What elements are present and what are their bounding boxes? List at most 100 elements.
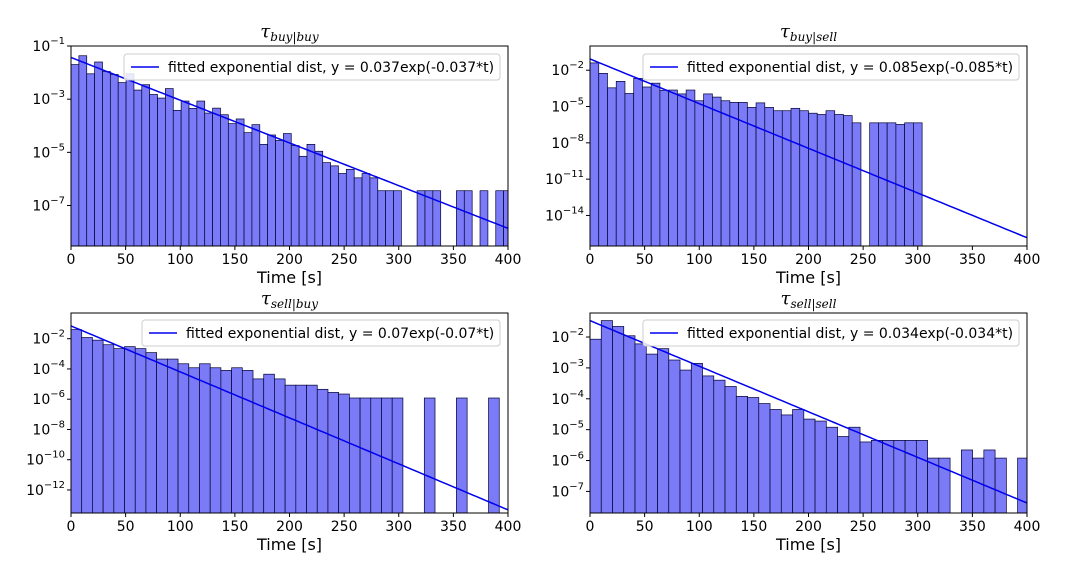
histogram-bar <box>209 367 222 513</box>
histogram-bar <box>295 384 307 513</box>
histogram-bar <box>668 89 678 246</box>
x-tick-label: 0 <box>586 252 595 268</box>
histogram-bar <box>769 409 782 513</box>
y-tick-label: 10−6 <box>32 389 65 408</box>
histogram-bar <box>369 177 379 246</box>
histogram-bar <box>790 107 801 246</box>
x-tick-label: 100 <box>167 519 194 535</box>
y-tick-label: 10−2 <box>551 327 584 346</box>
histogram-bar <box>702 375 715 513</box>
histogram-bar <box>729 102 739 246</box>
histogram-bar <box>172 109 182 246</box>
histogram-bar <box>642 86 652 246</box>
histogram-bar <box>825 426 838 513</box>
histogram-bar <box>814 420 827 513</box>
histogram-bar <box>615 80 626 246</box>
histogram-bar <box>803 418 816 513</box>
histogram-bar <box>882 440 895 513</box>
histogram-bar <box>712 96 722 246</box>
histogram-bar <box>456 397 468 513</box>
histogram-bar <box>915 440 928 513</box>
histogram-bar <box>825 110 836 246</box>
histogram-bar <box>290 145 300 246</box>
histogram-bar <box>913 122 923 246</box>
bars <box>71 329 500 513</box>
y-tick-label: 10−8 <box>32 419 65 438</box>
x-axis-label: Time [s] <box>256 535 322 554</box>
x-tick-label: 100 <box>167 252 194 268</box>
histogram-bar <box>645 353 658 513</box>
histogram-bar <box>623 335 636 513</box>
histogram-bar <box>746 107 757 246</box>
histogram-bar <box>738 102 748 246</box>
histogram-bar <box>141 84 151 246</box>
y-tick-label: 10−5 <box>551 420 584 439</box>
histogram-bar <box>657 348 670 513</box>
x-tick-label: 250 <box>331 519 358 535</box>
histogram-bar <box>117 82 127 246</box>
fitted-line <box>71 56 508 230</box>
histogram-bar <box>316 388 329 513</box>
histogram-bar <box>781 110 792 246</box>
histogram-bar <box>177 363 190 513</box>
x-tick-label: 300 <box>904 252 931 268</box>
histogram-bar <box>780 414 793 513</box>
x-tick-label: 150 <box>222 519 249 535</box>
histogram-bar <box>338 173 347 246</box>
histogram-bar <box>330 165 339 246</box>
histogram-bar <box>859 441 872 513</box>
bars <box>590 320 1027 513</box>
chart-panel-4: 0 50 100 150 200 250 300 350 400 10−2 10−3 10−4 10−5… <box>551 288 1040 554</box>
histogram-bar <box>338 393 350 513</box>
histogram-bar <box>149 94 158 246</box>
histogram-bar <box>199 363 211 513</box>
histogram-bar <box>165 88 174 246</box>
histogram-bar <box>381 397 393 513</box>
x-axis-label: Time [s] <box>775 535 841 554</box>
histogram-bar <box>463 190 473 246</box>
histogram-bar <box>81 337 93 513</box>
histogram-bar <box>306 384 318 513</box>
histogram-bar <box>227 123 237 246</box>
x-tick-label: 150 <box>222 252 249 268</box>
histogram-bar <box>284 384 297 513</box>
x-tick-label: 100 <box>686 252 713 268</box>
histogram-bar <box>677 93 687 246</box>
histogram-bar <box>298 155 308 246</box>
histogram-bar <box>157 97 166 246</box>
x-tick-label: 0 <box>67 252 76 268</box>
histogram-bar <box>180 100 190 246</box>
x-axis-label: Time [s] <box>256 268 322 287</box>
histogram-bar <box>94 61 103 246</box>
histogram-bar <box>124 346 136 513</box>
legend: fitted exponential dist, y = 0.034exp(-0… <box>642 319 1020 347</box>
histogram-bar <box>102 71 111 246</box>
histogram-bar <box>837 436 850 513</box>
x-tick-label: 0 <box>586 519 595 535</box>
histogram-bar <box>834 114 844 246</box>
histogram-bar <box>156 358 168 513</box>
histogram-bar <box>843 115 853 246</box>
histogram-bar <box>848 426 861 513</box>
x-tick-label: 350 <box>440 252 467 268</box>
histogram-bar <box>590 338 602 513</box>
x-tick-label: 200 <box>276 519 303 535</box>
chart-title: τsell|buy <box>261 288 318 311</box>
histogram-bar <box>113 348 125 513</box>
histogram-bar <box>109 74 119 246</box>
histogram-bar <box>188 108 198 246</box>
y-tick-label: 10−4 <box>551 389 584 408</box>
histogram-bar <box>598 72 608 246</box>
histogram-bar <box>994 457 1007 513</box>
x-tick-label: 250 <box>850 252 877 268</box>
histogram-bar <box>503 190 508 246</box>
x-tick-label: 400 <box>495 252 522 268</box>
histogram-bar <box>196 100 206 246</box>
histogram-bar <box>393 190 402 246</box>
histogram-bar <box>377 190 386 246</box>
x-tick-label: 200 <box>795 252 822 268</box>
y-tick-label: 10−10 <box>26 450 65 469</box>
x-tick-label: 50 <box>117 519 135 535</box>
chart-panel-3: 0 50 100 150 200 250 300 350 400 10−2 10−4 10−6 10−8… <box>26 288 521 554</box>
